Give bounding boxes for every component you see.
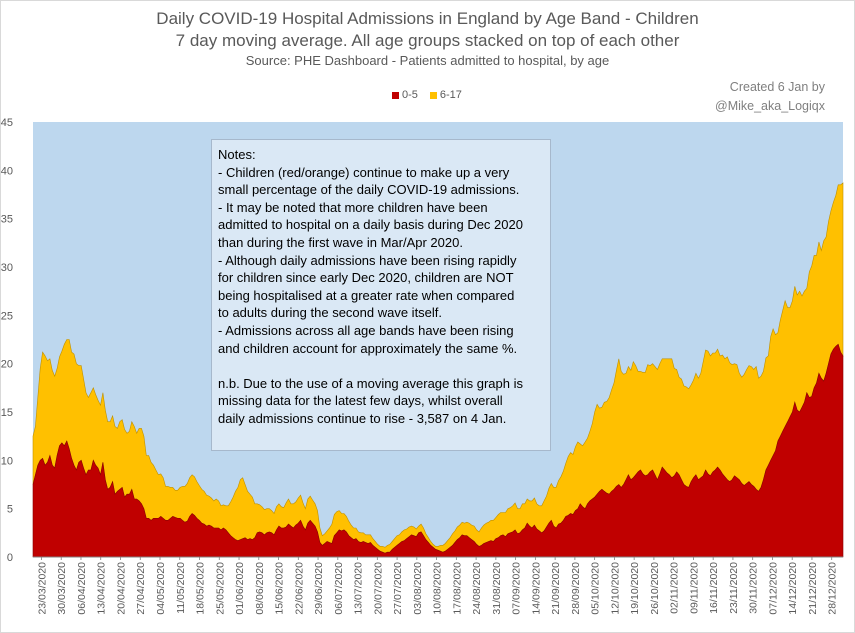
x-tick-label: 17/08/2020 bbox=[451, 562, 463, 615]
credit-line-1: Created 6 Jan by bbox=[729, 80, 825, 94]
x-tick-label: 31/08/2020 bbox=[491, 562, 503, 615]
x-tick-label: 23/03/2020 bbox=[36, 562, 48, 615]
x-tick-label: 30/03/2020 bbox=[56, 562, 68, 615]
x-tick-label: 06/07/2020 bbox=[333, 562, 345, 615]
legend-swatch-6-17 bbox=[429, 91, 437, 99]
legend-label-6-17: 6-17 bbox=[439, 89, 462, 101]
x-tick-label: 03/08/2020 bbox=[412, 562, 424, 615]
y-tick-label: 10 bbox=[1, 455, 13, 467]
x-tick-label: 30/11/2020 bbox=[748, 562, 760, 614]
chart-subtitle: 7 day moving average. All age groups sta… bbox=[175, 31, 680, 50]
x-tick-label: 06/04/2020 bbox=[76, 562, 88, 615]
legend: 0-5 6-17 bbox=[392, 89, 462, 101]
x-tick-label: 29/06/2020 bbox=[313, 562, 325, 615]
x-tick-label: 28/12/2020 bbox=[827, 562, 839, 615]
x-tick-label: 20/07/2020 bbox=[372, 562, 384, 615]
notes-line: small percentage of the daily COVID-19 a… bbox=[218, 182, 520, 198]
x-tick-label: 07/12/2020 bbox=[767, 562, 779, 615]
legend-swatch-0-5 bbox=[392, 91, 399, 99]
legend-item-0-5: 0-5 bbox=[392, 89, 418, 101]
x-tick-label: 13/04/2020 bbox=[96, 562, 108, 615]
notes-box: Notes: - Children (red/orange) continue t… bbox=[211, 139, 551, 451]
x-tick-label: 21/09/2020 bbox=[550, 562, 562, 615]
notes-line: - Admissions across all age bands have b… bbox=[218, 322, 514, 338]
y-tick-label: 15 bbox=[1, 407, 13, 419]
notes-line: missing data for the latest few days, wh… bbox=[218, 393, 503, 409]
x-tick-label: 14/09/2020 bbox=[530, 562, 542, 615]
notes-line: Notes: bbox=[218, 147, 256, 162]
y-tick-label: 30 bbox=[1, 262, 13, 274]
notes-line: for children since early Dec 2020, child… bbox=[218, 270, 514, 286]
x-tick-label: 11/05/2020 bbox=[175, 562, 187, 614]
notes-line: - Children (red/orange) continue to make… bbox=[218, 164, 510, 180]
title-block: Daily COVID-19 Hospital Admissions in En… bbox=[0, 8, 855, 70]
x-tick-label: 05/10/2020 bbox=[590, 562, 602, 615]
chart-title: Daily COVID-19 Hospital Admissions in En… bbox=[156, 9, 699, 28]
y-tick-label: 20 bbox=[1, 359, 13, 371]
x-tick-label: 27/07/2020 bbox=[392, 562, 404, 615]
notes-line: daily admissions continue to rise - 3,58… bbox=[218, 410, 507, 426]
notes-line: than during the first wave in Mar/Apr 20… bbox=[218, 234, 463, 250]
notes-line: admitted to hospital on a daily basis du… bbox=[218, 217, 523, 233]
x-tick-label: 14/12/2020 bbox=[787, 562, 799, 615]
y-tick-label: 5 bbox=[7, 504, 13, 516]
notes-line: and children account for approximately t… bbox=[218, 340, 518, 356]
legend-label-0-5: 0-5 bbox=[402, 89, 418, 101]
x-tick-label: 22/06/2020 bbox=[293, 562, 305, 615]
x-tick-label: 12/10/2020 bbox=[609, 562, 621, 615]
notes-line: n.b. Due to the use of a moving average … bbox=[218, 375, 523, 391]
x-tick-label: 20/04/2020 bbox=[115, 562, 127, 615]
y-tick-label: 25 bbox=[1, 310, 13, 322]
notes-line: - Although daily admissions have been ri… bbox=[218, 252, 517, 268]
y-tick-label: 0 bbox=[7, 552, 13, 564]
x-tick-label: 27/04/2020 bbox=[135, 562, 147, 615]
y-tick-label: 45 bbox=[1, 117, 13, 129]
x-tick-label: 13/07/2020 bbox=[353, 562, 365, 615]
legend-item-6-17: 6-17 bbox=[429, 89, 462, 101]
x-tick-label: 07/09/2020 bbox=[511, 562, 523, 615]
x-tick-label: 23/11/2020 bbox=[728, 562, 740, 614]
notes-line: being hospitalised at a greater rate whe… bbox=[218, 287, 515, 303]
x-tick-label: 01/06/2020 bbox=[234, 562, 246, 615]
x-tick-label: 16/11/2020 bbox=[708, 562, 720, 614]
x-tick-label: 19/10/2020 bbox=[629, 562, 641, 615]
x-tick-label: 04/05/2020 bbox=[155, 562, 167, 615]
x-tick-label: 25/05/2020 bbox=[214, 562, 226, 615]
x-tick-label: 10/08/2020 bbox=[432, 562, 444, 615]
notes-line: to adults during the second wave itself. bbox=[218, 305, 443, 321]
x-tick-label: 21/12/2020 bbox=[807, 562, 819, 615]
x-tick-label: 08/06/2020 bbox=[254, 562, 266, 615]
credit-line-2: @Mike_aka_Logiqx bbox=[715, 99, 825, 113]
chart-source: Source: PHE Dashboard - Patients admitte… bbox=[245, 53, 610, 68]
x-tick-label: 15/06/2020 bbox=[274, 562, 286, 615]
x-tick-label: 28/09/2020 bbox=[570, 562, 582, 615]
notes-line bbox=[218, 357, 550, 375]
x-tick-label: 18/05/2020 bbox=[195, 562, 207, 615]
x-tick-label: 26/10/2020 bbox=[649, 562, 661, 615]
y-tick-label: 35 bbox=[1, 214, 13, 226]
x-tick-label: 02/11/2020 bbox=[669, 562, 681, 614]
y-tick-label: 40 bbox=[1, 165, 13, 177]
notes-line: - It may be noted that more children hav… bbox=[218, 199, 488, 215]
series-area-0-5 bbox=[32, 343, 844, 558]
x-tick-label: 24/08/2020 bbox=[471, 562, 483, 615]
x-tick-label: 09/11/2020 bbox=[688, 562, 700, 614]
credit-block: Created 6 Jan by @Mike_aka_Logiqx bbox=[715, 78, 825, 116]
